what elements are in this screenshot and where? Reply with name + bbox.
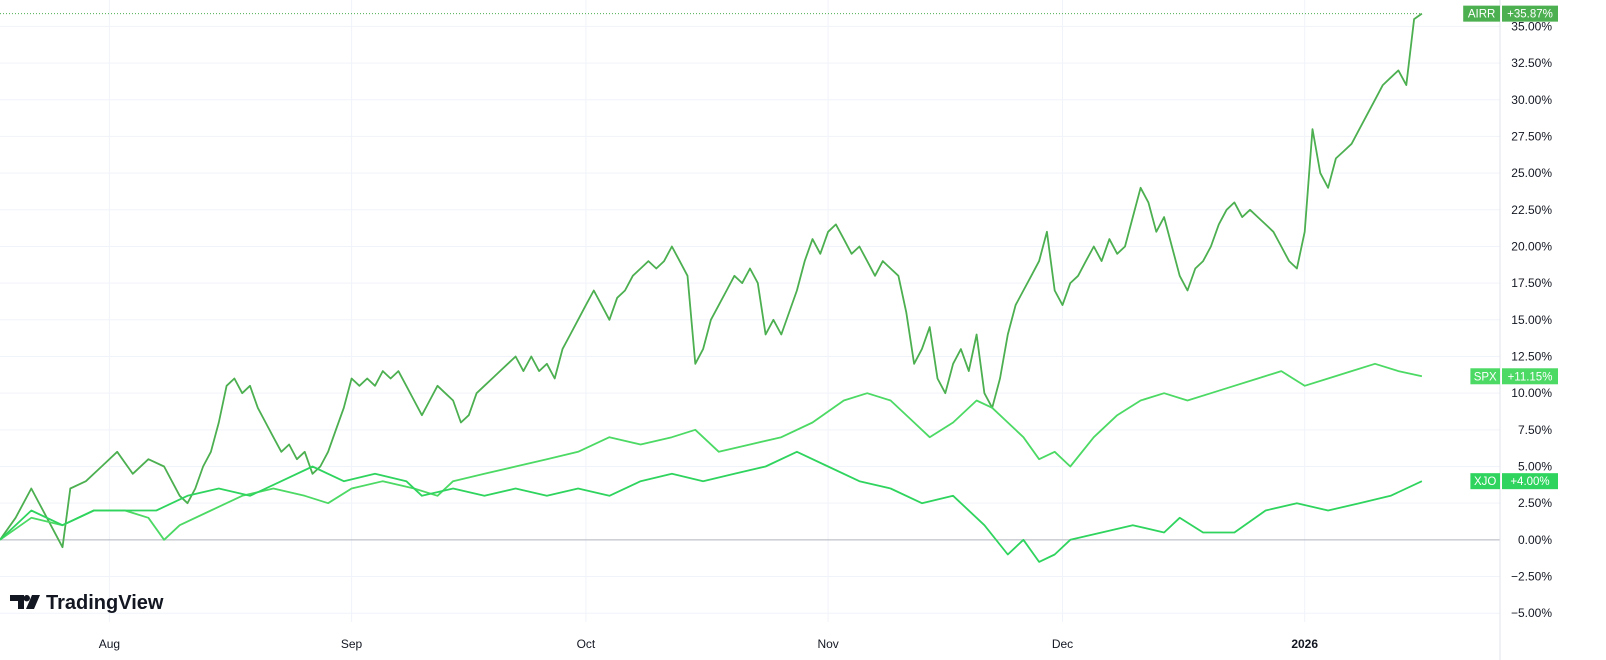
series-value-label: +4.00%	[1510, 476, 1549, 488]
tradingview-logo-icon	[10, 594, 40, 609]
y-tick-label: 0.00%	[1518, 533, 1552, 547]
series-value-label: +35.87%	[1507, 9, 1553, 21]
time-axis[interactable]: Aug Sep Oct Nov Dec 2026	[99, 637, 1319, 651]
series-line-xjo	[0, 450, 1423, 563]
series-name-badge	[1463, 5, 1500, 22]
tradingview-logo[interactable]: TradingView	[10, 592, 164, 614]
y-tick-label: 17.50%	[1511, 276, 1552, 290]
y-tick-label: 15.00%	[1511, 313, 1552, 327]
y-tick-label: 2.50%	[1518, 496, 1552, 510]
y-tick-label: 20.00%	[1511, 239, 1552, 253]
series-lines	[0, 12, 1423, 563]
series-name-badge	[1470, 473, 1500, 490]
y-tick-label: 7.50%	[1518, 423, 1552, 437]
y-tick-label: 30.00%	[1511, 93, 1552, 107]
y-tick-label: 22.50%	[1511, 203, 1552, 217]
x-tick-label: Dec	[1052, 637, 1073, 651]
y-tick-label: 5.00%	[1518, 460, 1552, 474]
series-line-spx	[0, 362, 1423, 541]
y-tick-label: 12.50%	[1511, 349, 1552, 363]
y-tick-label: 27.50%	[1511, 129, 1552, 143]
series-name-label: XJO	[1474, 476, 1496, 488]
y-tick-label: 25.00%	[1511, 166, 1552, 180]
x-tick-label: Nov	[817, 637, 838, 651]
x-tick-label: Aug	[99, 637, 120, 651]
badge-airr: AIRR +35.87%	[1463, 5, 1558, 22]
series-name-label: AIRR	[1468, 9, 1495, 21]
y-tick-label: 32.50%	[1511, 56, 1552, 70]
badge-spx: SPX +11.15%	[1470, 368, 1558, 385]
y-tick-label: 35.00%	[1511, 19, 1552, 33]
badge-xjo: XJO +4.00%	[1470, 473, 1558, 490]
tradingview-logo-text: TradingView	[46, 592, 164, 614]
series-name-label: SPX	[1474, 371, 1497, 383]
x-tick-label: Sep	[341, 637, 363, 651]
x-tick-label: Oct	[577, 637, 596, 651]
series-value-badge	[1502, 473, 1558, 490]
x-tick-label: 2026	[1291, 637, 1318, 651]
last-value-badges: AIRR +35.87% SPX +11.15% XJO +4.00%	[1463, 5, 1558, 490]
series-value-badge	[1502, 5, 1558, 22]
y-tick-label: −2.50%	[1511, 570, 1552, 584]
y-tick-label: −5.00%	[1511, 606, 1552, 620]
grid	[0, 0, 1500, 622]
series-name-badge	[1470, 368, 1500, 385]
series-line-airr	[0, 12, 1423, 549]
series-value-label: +11.15%	[1508, 371, 1553, 383]
price-axis[interactable]: 35.00% 32.50% 30.00% 27.50% 25.00% 22.50% 20.0…	[1511, 19, 1552, 620]
y-tick-label: 10.00%	[1511, 386, 1552, 400]
series-value-badge	[1502, 368, 1558, 385]
